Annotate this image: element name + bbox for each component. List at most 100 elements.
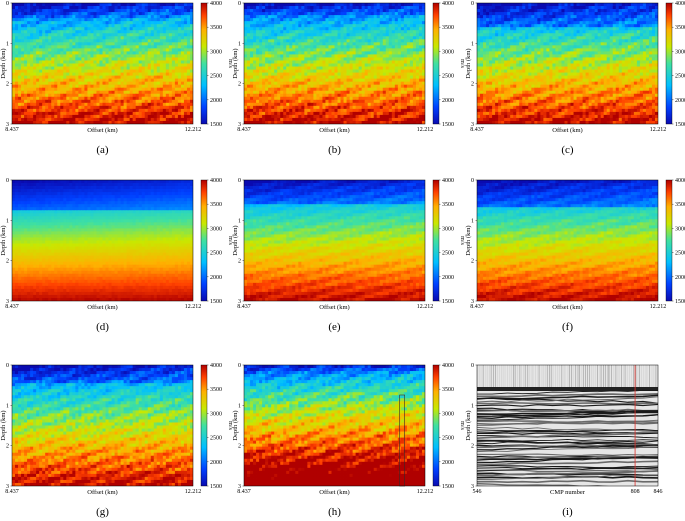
depth-tick-label: 1 [238,403,241,409]
offset-tick-label: 12.212 [650,127,667,133]
colorbar [665,179,673,302]
colorbar-tick-label: 4000 [210,178,222,184]
colorbar-tick-label: 3000 [675,226,685,232]
depth-tick-label: 3 [6,122,9,128]
offset-axis-label: Offset (km) [319,489,349,496]
panel-image [12,180,193,301]
colorbar-tick-label: 3000 [210,49,222,55]
colorbar-tick-label: 3000 [442,49,454,55]
cmp-tick-label: 808 [631,489,640,495]
colorbar-tick-label: 1500 [675,299,685,305]
colorbar-tick-label: 2000 [675,98,685,104]
depth-axis-label: Depth (km) [232,225,239,255]
offset-tick-label: 12.212 [185,304,202,310]
colorbar-unit-label: m/s [459,421,465,430]
offset-tick-label: 8.437 [5,127,19,133]
cmp-axis-label: CMP number [550,489,586,496]
depth-tick-label: 3 [471,122,474,128]
panel-frame [11,179,194,302]
offset-tick-label: 8.437 [470,127,484,133]
colorbar [200,364,208,487]
depth-tick-label: 3 [238,299,241,305]
colorbar-unit-label: m/s [227,421,233,430]
colorbar-tick-label: 3500 [675,202,685,208]
depth-tick-label: 1 [6,218,9,224]
panel-letter: (c) [561,144,574,156]
depth-tick-label: 2 [238,82,241,88]
colorbar-tick-label: 2500 [675,74,685,80]
depth-axis-label: Depth (km) [465,225,472,255]
colorbar-tick-label: 3500 [210,202,222,208]
depth-tick-label: 0 [471,363,474,369]
colorbar-tick-label: 2000 [210,460,222,466]
depth-tick-label: 2 [238,259,241,265]
panel-letter: (d) [96,321,109,333]
panel-b: 4000 3500 3000 2500 2000 1500 m/s 0 1 2 3 Depth (km… [232,1,465,156]
colorbar-tick-label: 4000 [675,178,685,184]
depth-tick-label: 2 [471,82,474,88]
colorbar-tick-label: 3500 [442,387,454,393]
colorbar-tick-label: 2500 [210,74,222,80]
panel-frame [476,364,659,487]
colorbar-unit-label: m/s [459,236,465,245]
depth-tick-label: 3 [471,299,474,305]
panel-image [477,3,658,124]
colorbar-tick-label: 3000 [210,226,222,232]
colorbar-unit-label: m/s [459,59,465,68]
depth-tick-label: 0 [238,178,241,184]
offset-tick-label: 12.212 [417,489,434,495]
colorbar-tick-label: 2000 [210,98,222,104]
panel-h: 4000 3500 3000 2500 2000 1500 m/s 0 1 2 3 Depth (km… [232,363,465,518]
depth-tick-label: 0 [6,363,9,369]
offset-tick-label: 8.437 [237,304,251,310]
panel-image [12,365,193,486]
panel-frame [11,364,194,487]
colorbar [432,364,440,487]
colorbar-tick-label: 4000 [675,1,685,7]
depth-tick-label: 2 [471,259,474,265]
depth-tick-label: 3 [471,484,474,490]
offset-axis-label: Offset (km) [552,304,582,311]
colorbar-unit-label: m/s [227,59,233,68]
colorbar [432,179,440,302]
depth-tick-label: 1 [471,403,474,409]
depth-tick-label: 1 [6,403,9,409]
colorbar-tick-label: 3000 [675,49,685,55]
panel-d: 4000 3500 3000 2500 2000 1500 m/s 0 1 2 3 Depth (km… [0,178,233,333]
colorbar [432,2,440,125]
panel-a: 4000 3500 3000 2500 2000 1500 m/s 0 1 2 3 Depth (km… [0,1,233,156]
panel-frame [243,179,426,302]
panel-letter: (h) [328,506,341,518]
depth-tick-label: 1 [471,218,474,224]
cmp-tick-label: 846 [654,489,663,495]
depth-tick-label: 1 [6,41,9,47]
colorbar-tick-label: 4000 [442,178,454,184]
panel-image [244,180,425,301]
colorbar-tick-label: 2500 [442,436,454,442]
panel-e: 4000 3500 3000 2500 2000 1500 m/s 0 1 2 3 Depth (km… [232,178,465,333]
colorbar [665,2,673,125]
offset-axis-label: Offset (km) [87,489,117,496]
panel-letter: (g) [96,506,109,518]
offset-axis-label: Offset (km) [319,304,349,311]
depth-axis-label: Depth (km) [0,225,7,255]
colorbar-tick-label: 3500 [442,25,454,31]
offset-tick-label: 8.437 [470,304,484,310]
panel-frame [243,364,426,487]
depth-tick-label: 0 [238,1,241,7]
colorbar-tick-label: 2500 [442,74,454,80]
depth-tick-label: 2 [6,444,9,450]
panel-g: 4000 3500 3000 2500 2000 1500 m/s 0 1 2 3 Depth (km… [0,363,233,518]
colorbar-tick-label: 3500 [675,25,685,31]
offset-tick-label: 12.212 [185,489,202,495]
depth-tick-label: 1 [238,218,241,224]
offset-tick-label: 8.437 [237,127,251,133]
panel-letter: (a) [96,144,109,156]
offset-tick-label: 8.437 [5,304,19,310]
offset-tick-label: 12.212 [650,304,667,310]
colorbar-tick-label: 1500 [210,122,222,128]
colorbar [200,179,208,302]
